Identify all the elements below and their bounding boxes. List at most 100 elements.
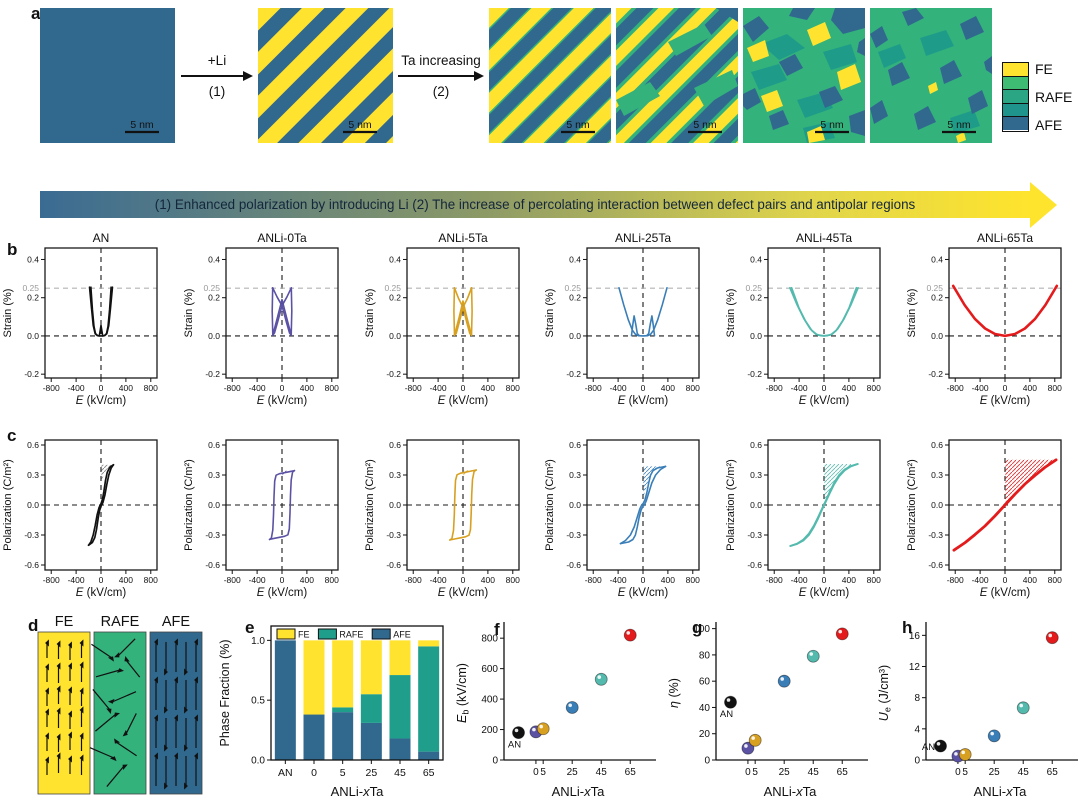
svg-text:-0.3: -0.3 [928,530,943,540]
svg-text:25: 25 [567,767,579,778]
svg-text:-800: -800 [766,383,783,393]
svg-text:-0.2: -0.2 [567,369,582,379]
panel-c-label: c [7,426,17,445]
svg-text:8: 8 [914,693,920,704]
svg-text:0.2: 0.2 [750,293,762,303]
svg-text:-800: -800 [947,575,964,585]
svg-text:-0.3: -0.3 [567,530,582,540]
phase-fraction-chart: AN 0 5 25 45 65 0.0 0.5 1.0 FE RAFE AFE ANLi-xTa Phas… [218,625,444,799]
arrow-li-step: (1) [208,84,226,99]
svg-text:0.0: 0.0 [251,756,265,767]
strain-plot-2: -800 -400 0 400 800 0.4 0.25 0.2 0.0 -0.2 E (kV/cm… [362,231,543,426]
svg-text:0.0: 0.0 [570,500,582,510]
svg-text:Phase Fraction (%): Phase Fraction (%) [218,640,232,747]
banner-arrowhead-icon [1030,181,1057,228]
svg-text:RAFE: RAFE [101,614,140,630]
svg-text:0: 0 [99,575,104,585]
svg-text:0.3: 0.3 [208,470,220,480]
svg-text:ANLi-xTa: ANLi-xTa [331,784,385,799]
svg-text:0.0: 0.0 [570,331,582,341]
svg-text:Polarization (C/m²): Polarization (C/m²) [544,459,556,551]
svg-text:0: 0 [641,575,646,585]
panel-a-label: a [31,4,41,23]
svg-text:5: 5 [340,767,346,779]
svg-text:-0.3: -0.3 [748,530,763,540]
svg-text:800: 800 [867,575,881,585]
svg-text:0.4: 0.4 [389,254,401,264]
svg-text:20: 20 [699,729,711,740]
svg-text:-400: -400 [429,383,446,393]
svg-text:65: 65 [423,767,435,779]
svg-text:-400: -400 [791,575,808,585]
svg-text:0.25: 0.25 [926,283,943,293]
svg-text:0.6: 0.6 [208,440,220,450]
svg-text:800: 800 [324,383,338,393]
svg-text:Ue (J/cm³): Ue (J/cm³) [877,665,893,721]
svg-text:Polarization (C/m²): Polarization (C/m²) [183,459,195,551]
phase-colorbar: FE RAFE AFE [1002,62,1072,132]
svg-text:65: 65 [837,767,849,778]
svg-text:40: 40 [699,703,711,714]
svg-text:-0.2: -0.2 [748,369,763,379]
svg-text:0.2: 0.2 [570,293,582,303]
svg-text:Strain (%): Strain (%) [2,289,14,338]
svg-text:0.0: 0.0 [27,500,39,510]
svg-text:-0.2: -0.2 [24,369,39,379]
svg-text:25: 25 [365,767,377,779]
svg-text:5 nm: 5 nm [947,119,971,131]
svg-text:100: 100 [693,624,710,635]
svg-text:5: 5 [752,767,758,778]
svg-text:Polarization (C/m²): Polarization (C/m²) [2,459,14,551]
svg-text:0: 0 [1003,383,1008,393]
banner-body: (1) Enhanced polarization by introducing… [40,181,1057,228]
svg-text:-800: -800 [43,575,60,585]
svg-text:AFE: AFE [162,614,191,630]
svg-text:0.0: 0.0 [208,500,220,510]
svg-text:ANLi-xTa: ANLi-xTa [764,784,818,799]
svg-text:0.6: 0.6 [389,440,401,450]
svg-text:5: 5 [540,767,546,778]
strain-plot-3: -800 -400 0 400 800 0.4 0.25 0.2 0.0 -0.2 E (kV/cm… [542,231,723,426]
svg-text:-0.2: -0.2 [928,369,943,379]
panel-e: e AN 0 5 25 45 65 0.0 0.5 1.0 FE RAFE AFE ANLi-xTa Ph… [215,612,452,800]
svg-text:0.2: 0.2 [208,293,220,303]
svg-text:0: 0 [533,767,539,778]
svg-text:800: 800 [505,575,519,585]
svg-text:0: 0 [460,575,465,585]
svg-text:-0.3: -0.3 [24,530,39,540]
svg-text:-400: -400 [68,383,85,393]
svg-text:-800: -800 [224,383,241,393]
colorbar-label-fe: FE [1035,61,1053,77]
svg-text:0: 0 [955,767,961,778]
svg-text:E (kV/cm): E (kV/cm) [980,395,1031,407]
svg-text:0: 0 [1003,575,1008,585]
svg-text:65: 65 [1047,767,1059,778]
svg-text:5 nm: 5 nm [348,119,372,131]
svg-text:60: 60 [699,677,711,688]
svg-text:0: 0 [822,575,827,585]
svg-text:0.4: 0.4 [208,254,220,264]
svg-text:5 nm: 5 nm [693,119,717,131]
svg-text:Strain (%): Strain (%) [364,289,376,338]
panel-f: f 0 5 25 45 65 0 200 400 600 800 AN ANLi-xTa Eb (kV/… [452,612,664,800]
svg-text:ANLi-xTa: ANLi-xTa [552,784,606,799]
svg-text:RAFE: RAFE [339,630,363,640]
svg-text:400: 400 [119,575,133,585]
svg-text:0.3: 0.3 [931,470,943,480]
colorbar-labels: FE RAFE AFE [1035,62,1072,132]
svg-text:Eb (kV/cm): Eb (kV/cm) [455,663,471,723]
svg-text:-800: -800 [43,383,60,393]
svg-text:800: 800 [144,575,158,585]
arrow-li-label: +Li [207,53,227,68]
svg-text:ANLi-0Ta: ANLi-0Ta [257,232,307,245]
svg-text:-800: -800 [766,575,783,585]
panel-f-label: f [494,620,500,639]
svg-text:400: 400 [661,575,675,585]
svg-text:-400: -400 [610,575,627,585]
svg-text:-400: -400 [248,575,265,585]
svg-text:-0.2: -0.2 [205,369,220,379]
svg-text:Polarization (C/m²): Polarization (C/m²) [364,459,376,551]
svg-text:80: 80 [699,650,711,661]
